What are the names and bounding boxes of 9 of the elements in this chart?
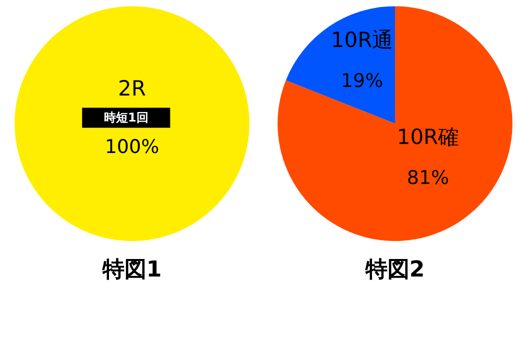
slice-label: 10R確 (396, 124, 460, 149)
slice-label: 10R通 (330, 28, 394, 52)
text: 特図1 (101, 258, 162, 283)
data-label: 100% (104, 136, 160, 158)
data-label: 81% (406, 166, 450, 189)
text: 時短1回 (104, 110, 148, 125)
data-label: 19% (340, 70, 384, 92)
slice-label: 2R (118, 76, 146, 100)
text: 特図2 (364, 258, 425, 283)
